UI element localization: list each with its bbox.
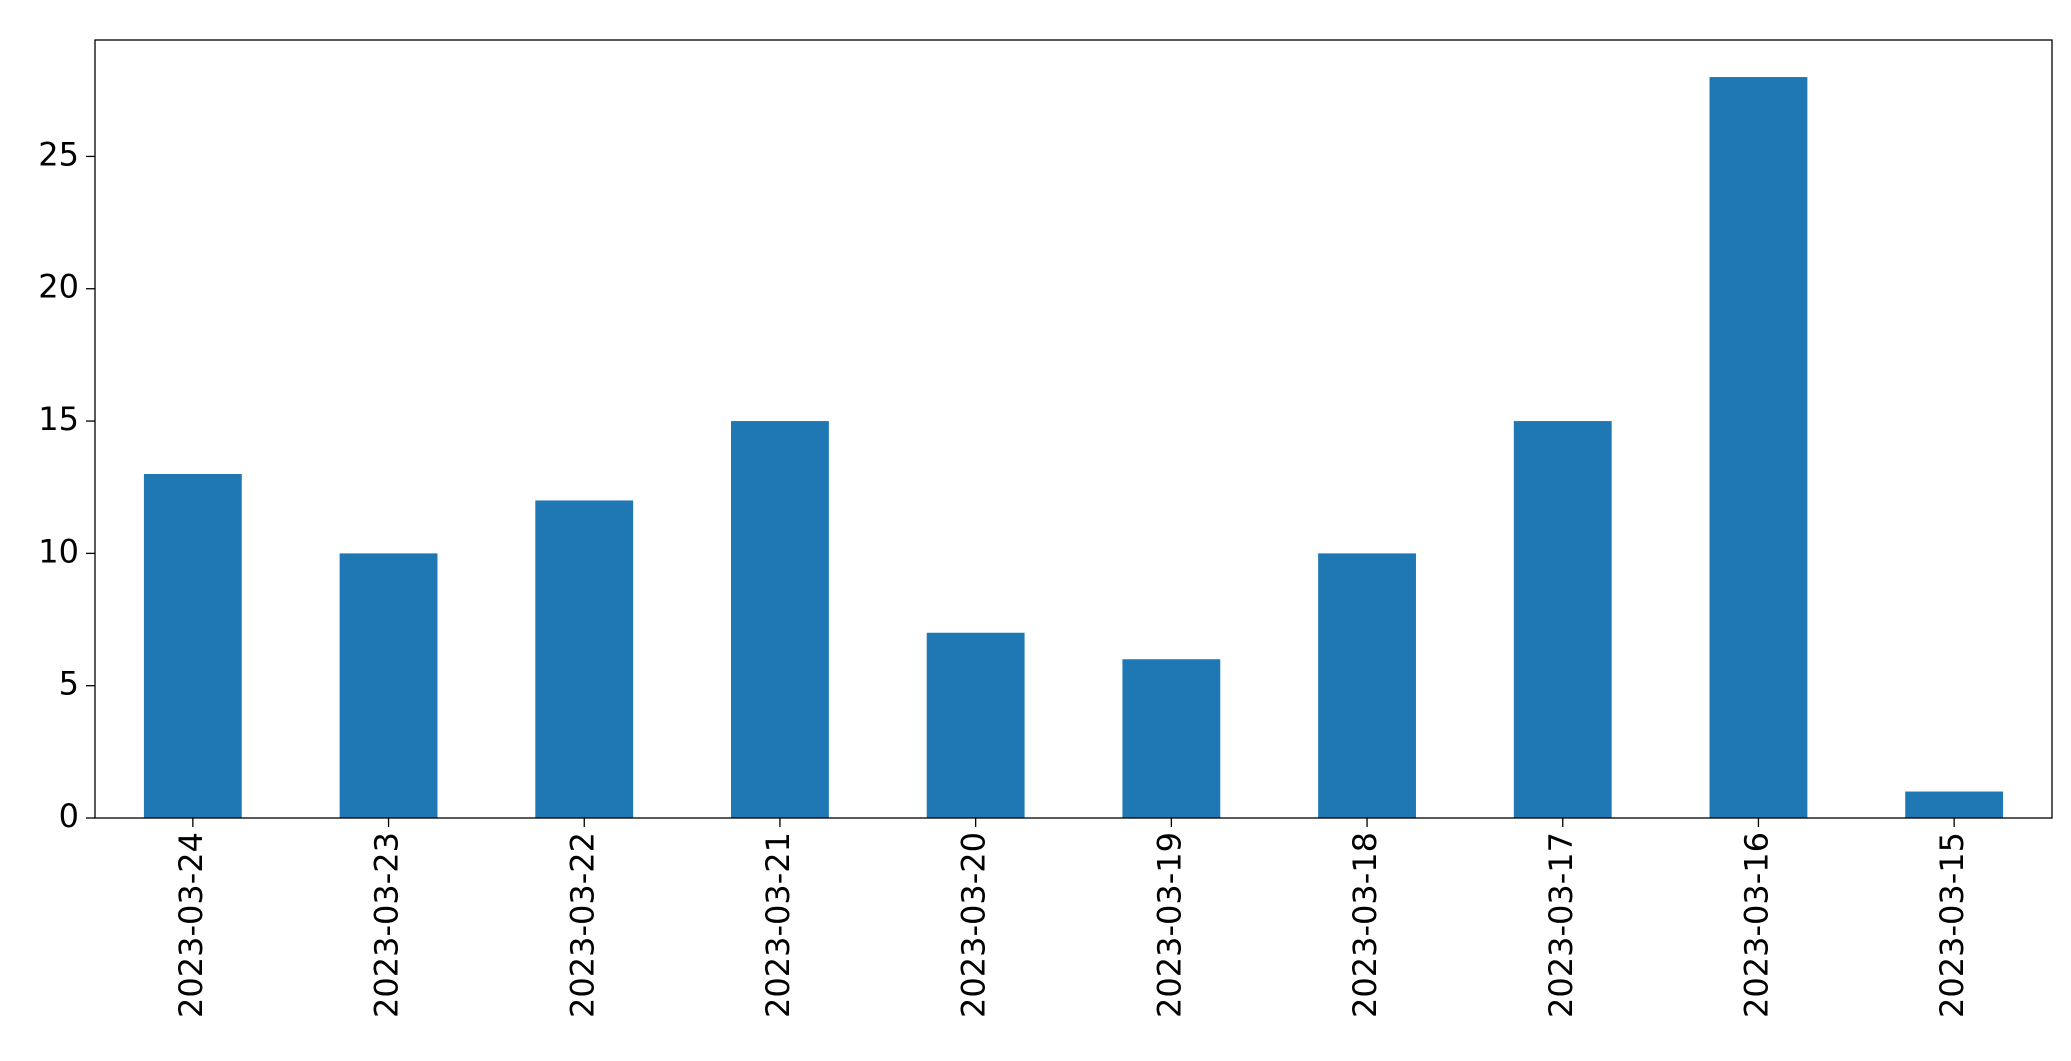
bar xyxy=(1122,659,1221,818)
x-tick-label: 2023-03-20 xyxy=(955,832,993,1018)
bar xyxy=(339,553,438,818)
x-tick-label: 2023-03-15 xyxy=(1933,832,1971,1018)
y-tick-label: 5 xyxy=(59,665,79,703)
bar xyxy=(731,421,829,818)
bar xyxy=(1513,421,1612,818)
plot-frame xyxy=(94,39,2053,819)
bar xyxy=(1905,791,2004,818)
y-tick-label: 15 xyxy=(38,400,79,438)
x-tick-label: 2023-03-22 xyxy=(563,832,601,1018)
x-tick-label: 2023-03-23 xyxy=(368,832,406,1018)
x-tick-label: 2023-03-24 xyxy=(172,832,210,1018)
y-tick-label: 20 xyxy=(38,268,79,306)
y-tick-label: 10 xyxy=(38,532,79,570)
bar xyxy=(926,632,1025,818)
bar xyxy=(1709,77,1808,819)
x-tick-label: 2023-03-18 xyxy=(1346,832,1384,1018)
bar xyxy=(535,500,634,818)
x-tick-label: 2023-03-19 xyxy=(1150,832,1188,1018)
x-tick-label: 2023-03-16 xyxy=(1737,832,1775,1018)
y-tick-label: 25 xyxy=(38,135,79,173)
x-tick-label: 2023-03-21 xyxy=(759,832,797,1018)
bar xyxy=(1318,553,1416,818)
bar xyxy=(143,473,242,818)
y-tick-label: 0 xyxy=(59,797,79,835)
x-tick-label: 2023-03-17 xyxy=(1542,832,1580,1018)
